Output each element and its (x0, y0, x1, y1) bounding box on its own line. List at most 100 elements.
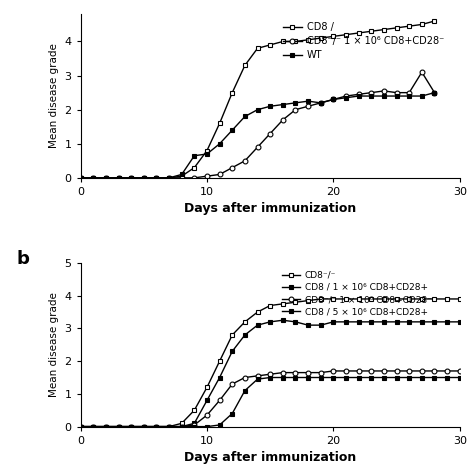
CD8⁻/⁻ (457, 296, 463, 302)
CD8⁻/⁻ (154, 424, 159, 429)
CD8⁻/⁻ (444, 296, 450, 302)
CD8⁻/⁻ 1 × 10⁶ CD8+CD28⁻ (204, 173, 210, 179)
CD8⁻/⁻ (116, 424, 121, 429)
CD8 / 1 × 10⁶ CD8+CD28+ (141, 424, 146, 429)
CD8 / 1 × 10⁶ CD8+CD28+ (419, 319, 425, 325)
CD8 / (406, 23, 412, 29)
CD8 / 5 × 10⁶ CD8+CD28+ (255, 376, 260, 382)
CD8⁻/⁻ (406, 296, 412, 302)
WT (217, 141, 222, 146)
CD8⁻/⁻ (128, 424, 134, 429)
CD8 / (368, 28, 374, 34)
CD8 / 1 × 10⁶ CD8+CD28+ (116, 424, 121, 429)
CD8 / (91, 175, 96, 181)
CD8⁻/⁻ 1 × 10⁶ CD8+CD28⁻ (267, 131, 273, 137)
CD8⁻/⁻ 1 × 10⁶ CD8+CD28⁻ (394, 90, 400, 95)
WT (103, 175, 109, 181)
CD8 / 1 × 10⁶ CD8+CD28+ (343, 319, 349, 325)
CD8⁻/⁻ (141, 424, 146, 429)
CD8 / (305, 37, 311, 43)
WT (141, 175, 146, 181)
CD8⁻/⁻ 1 × 10⁶ CD8+CD28⁻ (91, 175, 96, 181)
CD8⁻/⁻ 1 × 10⁶ CD8+CD28⁻ (242, 374, 248, 380)
Line: WT: WT (78, 90, 437, 180)
CD8⁻/⁻ (394, 296, 400, 302)
Text: b: b (16, 250, 29, 268)
CD8 / 1 × 10⁶ CD8+CD28+ (330, 319, 336, 325)
CD8⁻/⁻ (330, 296, 336, 302)
CD8⁻/⁻ 1 × 10⁶ CD8+CD28⁻ (217, 398, 222, 403)
CD8 / 1 × 10⁶ CD8+CD28+ (242, 332, 248, 338)
CD8⁻/⁻ 1 × 10⁶ CD8+CD28⁻ (267, 372, 273, 377)
CD8 / 1 × 10⁶ CD8+CD28+ (318, 322, 324, 328)
WT (166, 175, 172, 181)
CD8 / (267, 42, 273, 48)
CD8 / 1 × 10⁶ CD8+CD28+ (406, 319, 412, 325)
CD8⁻/⁻ 1 × 10⁶ CD8+CD28⁻ (204, 412, 210, 418)
CD8⁻/⁻ (255, 309, 260, 315)
CD8⁻/⁻ 1 × 10⁶ CD8+CD28⁻ (116, 424, 121, 429)
CD8⁻/⁻ 1 × 10⁶ CD8+CD28⁻ (229, 381, 235, 387)
CD8 / 1 × 10⁶ CD8+CD28+ (394, 319, 400, 325)
CD8⁻/⁻ (166, 424, 172, 429)
CD8 / (394, 25, 400, 31)
CD8⁻/⁻ 1 × 10⁶ CD8+CD28⁻ (179, 175, 184, 181)
CD8 / 5 × 10⁶ CD8+CD28+ (292, 374, 298, 380)
CD8 / 1 × 10⁶ CD8+CD28+ (432, 319, 438, 325)
CD8 / 1 × 10⁶ CD8+CD28+ (356, 319, 362, 325)
CD8⁻/⁻ (292, 300, 298, 305)
CD8⁻/⁻ 1 × 10⁶ CD8+CD28⁻ (444, 368, 450, 374)
CD8⁻/⁻ (305, 298, 311, 303)
CD8 / (255, 46, 260, 51)
CD8 / (242, 63, 248, 68)
CD8 / 1 × 10⁶ CD8+CD28+ (217, 374, 222, 380)
CD8 / (141, 175, 146, 181)
CD8 / 5 × 10⁶ CD8+CD28+ (103, 424, 109, 429)
CD8 / (217, 120, 222, 126)
Line: CD8 /: CD8 / (78, 18, 437, 180)
CD8⁻/⁻ 1 × 10⁶ CD8+CD28⁻ (356, 368, 362, 374)
WT (78, 175, 83, 181)
CD8 / 1 × 10⁶ CD8+CD28+ (381, 319, 387, 325)
CD8⁻/⁻ 1 × 10⁶ CD8+CD28⁻ (305, 103, 311, 109)
CD8⁻/⁻ 1 × 10⁶ CD8+CD28⁻ (330, 97, 336, 102)
CD8⁻/⁻ 1 × 10⁶ CD8+CD28⁻ (242, 158, 248, 164)
CD8⁻/⁻ (381, 296, 387, 302)
CD8⁻/⁻ 1 × 10⁶ CD8+CD28⁻ (91, 424, 96, 429)
CD8 / 5 × 10⁶ CD8+CD28+ (343, 374, 349, 380)
Line: CD8 / 5 × 10⁶ CD8+CD28+: CD8 / 5 × 10⁶ CD8+CD28+ (78, 375, 462, 429)
CD8 / (356, 30, 362, 36)
CD8⁻/⁻ 1 × 10⁶ CD8+CD28⁻ (330, 368, 336, 374)
X-axis label: Days after immunization: Days after immunization (184, 451, 356, 464)
CD8 / 1 × 10⁶ CD8+CD28+ (179, 424, 184, 429)
CD8 / (191, 165, 197, 171)
WT (116, 175, 121, 181)
CD8⁻/⁻ 1 × 10⁶ CD8+CD28⁻ (229, 165, 235, 171)
CD8 / 1 × 10⁶ CD8+CD28+ (204, 398, 210, 403)
X-axis label: Days after immunization: Days after immunization (184, 202, 356, 216)
WT (292, 100, 298, 106)
WT (432, 90, 438, 95)
CD8⁻/⁻ 1 × 10⁶ CD8+CD28⁻ (394, 368, 400, 374)
CD8⁻/⁻ 1 × 10⁶ CD8+CD28⁻ (217, 172, 222, 177)
CD8⁻/⁻ (318, 296, 324, 302)
CD8 / (419, 22, 425, 27)
CD8⁻/⁻ 1 × 10⁶ CD8+CD28⁻ (191, 422, 197, 428)
CD8⁻/⁻ (229, 332, 235, 338)
WT (330, 97, 336, 102)
WT (356, 93, 362, 99)
CD8 / 5 × 10⁶ CD8+CD28+ (217, 422, 222, 428)
CD8⁻/⁻ 1 × 10⁶ CD8+CD28⁻ (280, 370, 286, 375)
WT (204, 151, 210, 157)
CD8 / 5 × 10⁶ CD8+CD28+ (91, 424, 96, 429)
CD8⁻/⁻ 1 × 10⁶ CD8+CD28⁻ (78, 175, 83, 181)
CD8⁻/⁻ (267, 303, 273, 309)
CD8⁻/⁻ (103, 424, 109, 429)
CD8 / 5 × 10⁶ CD8+CD28+ (128, 424, 134, 429)
CD8⁻/⁻ 1 × 10⁶ CD8+CD28⁻ (141, 175, 146, 181)
CD8⁻/⁻ 1 × 10⁶ CD8+CD28⁻ (154, 424, 159, 429)
WT (229, 128, 235, 133)
CD8 / 5 × 10⁶ CD8+CD28+ (280, 374, 286, 380)
CD8⁻/⁻ 1 × 10⁶ CD8+CD28⁻ (356, 91, 362, 97)
CD8⁻/⁻ 1 × 10⁶ CD8+CD28⁻ (432, 90, 438, 95)
